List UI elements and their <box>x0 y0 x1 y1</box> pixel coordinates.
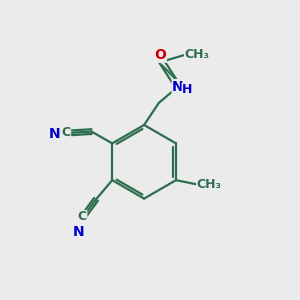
Text: C: C <box>61 126 70 139</box>
Text: H: H <box>182 83 193 96</box>
Text: O: O <box>154 48 166 62</box>
Text: C: C <box>78 211 87 224</box>
Text: N: N <box>172 80 184 94</box>
Text: N: N <box>73 225 84 239</box>
Text: CH₃: CH₃ <box>184 48 210 61</box>
Text: CH₃: CH₃ <box>197 178 222 191</box>
Text: N: N <box>48 127 60 141</box>
